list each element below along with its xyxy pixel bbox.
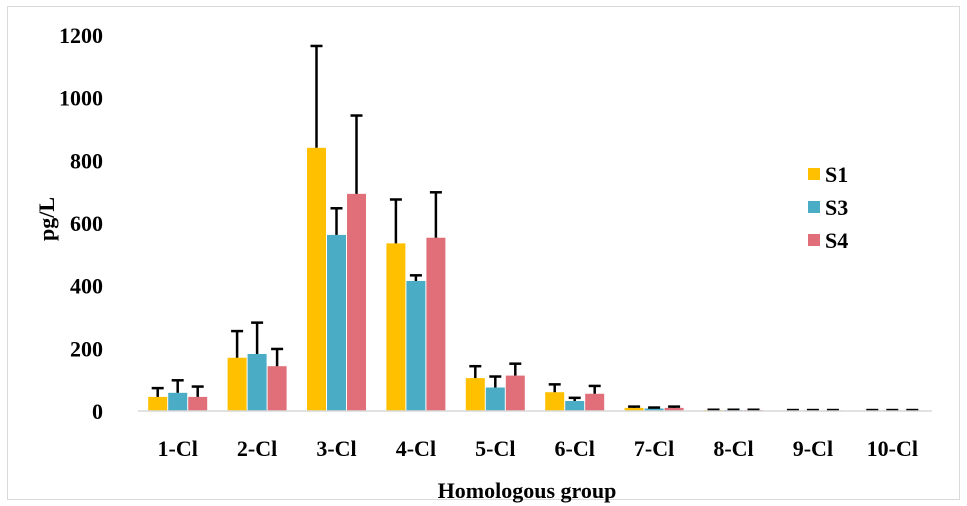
y-tick-label: 1000 [59, 86, 103, 111]
x-tick-label: 7-Cl [634, 436, 674, 461]
bar-s3-7-cl [644, 408, 664, 411]
bar-s1-1-cl [148, 396, 168, 411]
x-tick-label: 4-Cl [396, 436, 436, 461]
x-tick-label: 6-Cl [555, 436, 595, 461]
x-tick-label: 9-Cl [793, 436, 833, 461]
bar-s3-5-cl [485, 387, 505, 411]
x-tick-label: 10-Cl [867, 436, 918, 461]
bar-s1-7-cl [624, 407, 644, 411]
legend-swatch-s4 [808, 234, 820, 246]
y-tick-label: 800 [70, 148, 103, 173]
y-tick-label: 0 [92, 399, 103, 424]
x-tick-label: 3-Cl [316, 436, 356, 461]
bar-s4-2-cl [267, 366, 287, 411]
x-tick-label: 2-Cl [237, 436, 277, 461]
bar-s4-1-cl [188, 396, 208, 411]
x-axis-title: Homologous group [438, 478, 617, 503]
chart-frame [7, 6, 960, 500]
legend-swatch-s1 [808, 168, 820, 180]
bar-s4-5-cl [505, 375, 525, 411]
bar-s3-3-cl [327, 234, 346, 411]
bar-s3-4-cl [406, 280, 426, 411]
x-tick-label: 1-Cl [158, 436, 198, 461]
legend: S1 S3 S4 [808, 162, 848, 253]
y-axis-title: pg/L [34, 197, 59, 241]
x-tick-label: 5-Cl [475, 436, 515, 461]
bar-s3-2-cl [247, 353, 267, 411]
bar-series [148, 147, 922, 412]
legend-label-s1: S1 [825, 162, 848, 187]
legend-swatch-s3 [808, 201, 820, 213]
bar-s1-3-cl [307, 147, 326, 412]
legend-label-s4: S4 [825, 228, 848, 253]
bar-s4-6-cl [585, 393, 605, 411]
y-tick-label: 200 [70, 336, 103, 361]
bar-s3-1-cl [168, 392, 188, 411]
bar-s1-6-cl [545, 392, 565, 411]
bar-s1-5-cl [465, 378, 485, 411]
bar-s4-3-cl [347, 193, 366, 411]
error-bars [151, 44, 919, 412]
bar-s1-4-cl [386, 243, 406, 411]
y-axis-ticks: 0 200 400 600 800 1000 1200 [59, 23, 103, 424]
y-tick-label: 600 [70, 211, 103, 236]
x-tick-label: 8-Cl [713, 436, 753, 461]
bar-s4-7-cl [664, 407, 684, 411]
bar-s1-2-cl [227, 357, 247, 411]
bar-s3-6-cl [565, 400, 585, 411]
legend-label-s3: S3 [825, 195, 848, 220]
x-axis-ticks: 1-Cl 2-Cl 3-Cl 4-Cl 5-Cl 6-Cl 7-Cl 8-Cl 9-Cl 10-C… [158, 436, 918, 461]
y-tick-label: 1200 [59, 23, 103, 48]
bar-s4-4-cl [426, 237, 446, 411]
y-tick-label: 400 [70, 274, 103, 299]
